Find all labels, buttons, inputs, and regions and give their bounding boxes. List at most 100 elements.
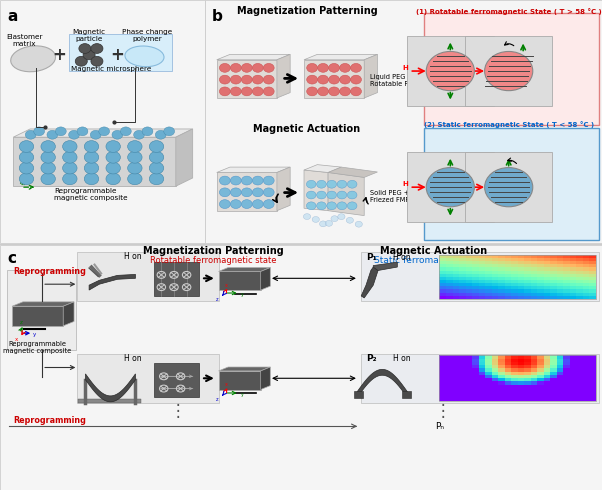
Bar <box>498 378 504 381</box>
Bar <box>465 286 472 290</box>
Polygon shape <box>373 262 397 270</box>
Bar <box>492 264 498 268</box>
Bar <box>557 365 563 368</box>
Text: z: z <box>216 297 218 302</box>
Bar <box>537 381 544 385</box>
Bar <box>492 378 498 381</box>
Bar <box>576 391 583 394</box>
Bar <box>544 255 550 258</box>
Bar <box>459 258 465 261</box>
Bar <box>570 394 576 397</box>
Bar <box>563 391 570 394</box>
Bar <box>583 385 589 388</box>
Bar <box>439 264 446 268</box>
Bar <box>576 261 583 264</box>
Bar <box>492 359 498 362</box>
Bar <box>453 274 459 277</box>
Bar <box>589 375 596 378</box>
Bar <box>524 277 531 280</box>
Bar <box>518 394 524 397</box>
Text: b: b <box>212 9 223 24</box>
Bar <box>446 385 453 388</box>
Bar <box>589 385 596 388</box>
Bar <box>537 365 544 368</box>
Bar <box>511 359 518 362</box>
Bar <box>557 280 563 283</box>
Bar <box>563 388 570 391</box>
Bar <box>446 270 453 274</box>
Bar <box>524 359 531 362</box>
Bar <box>524 375 531 378</box>
Bar <box>492 290 498 293</box>
Polygon shape <box>78 399 141 403</box>
Circle shape <box>91 44 103 53</box>
Circle shape <box>350 87 361 96</box>
Bar <box>589 274 596 277</box>
Bar <box>439 255 596 299</box>
Bar <box>498 391 504 394</box>
Bar <box>557 385 563 388</box>
Bar <box>570 261 576 264</box>
Bar <box>583 290 589 293</box>
Bar <box>465 371 472 375</box>
Bar <box>544 359 550 362</box>
Bar <box>439 286 446 290</box>
Text: Solid PEG +
Friezed FMP chain: Solid PEG + Friezed FMP chain <box>370 191 430 203</box>
Bar <box>446 391 453 394</box>
Bar <box>537 264 544 268</box>
Bar <box>524 378 531 381</box>
Bar <box>479 385 485 388</box>
Bar <box>557 388 563 391</box>
Circle shape <box>306 63 318 73</box>
Bar <box>485 283 492 286</box>
Bar <box>465 362 472 365</box>
Bar <box>439 277 446 280</box>
Bar <box>479 375 485 378</box>
Polygon shape <box>219 371 261 390</box>
Bar <box>459 293 465 296</box>
Bar <box>583 270 589 274</box>
Bar <box>485 397 492 401</box>
Bar <box>544 293 550 296</box>
Bar <box>479 280 485 283</box>
Bar <box>563 378 570 381</box>
Polygon shape <box>261 268 270 290</box>
Bar <box>557 270 563 274</box>
Bar <box>7 270 76 350</box>
Bar <box>504 362 511 365</box>
Bar <box>459 290 465 293</box>
Bar <box>583 274 589 277</box>
Bar <box>465 283 472 286</box>
Bar <box>465 270 472 274</box>
Bar <box>563 274 570 277</box>
Bar <box>550 268 557 270</box>
Bar <box>439 268 446 270</box>
Bar <box>446 388 453 391</box>
Circle shape <box>318 87 329 96</box>
Bar <box>563 397 570 401</box>
Bar <box>439 355 596 401</box>
Bar <box>518 264 524 268</box>
Circle shape <box>263 63 274 73</box>
Bar <box>446 365 453 368</box>
Bar <box>498 381 504 385</box>
Bar <box>550 255 557 258</box>
Bar <box>446 268 453 270</box>
Bar <box>583 381 589 385</box>
Bar <box>537 375 544 378</box>
Bar <box>472 388 479 391</box>
Bar <box>524 355 531 359</box>
Bar <box>583 397 589 401</box>
Bar <box>537 283 544 286</box>
Circle shape <box>241 176 252 185</box>
Bar <box>472 391 479 394</box>
Bar <box>465 381 472 385</box>
Bar <box>69 34 172 71</box>
Bar <box>453 270 459 274</box>
Bar <box>492 293 498 296</box>
Bar <box>446 368 453 371</box>
Bar <box>544 277 550 280</box>
Polygon shape <box>217 54 290 60</box>
Bar <box>544 394 550 397</box>
Bar <box>479 365 485 368</box>
